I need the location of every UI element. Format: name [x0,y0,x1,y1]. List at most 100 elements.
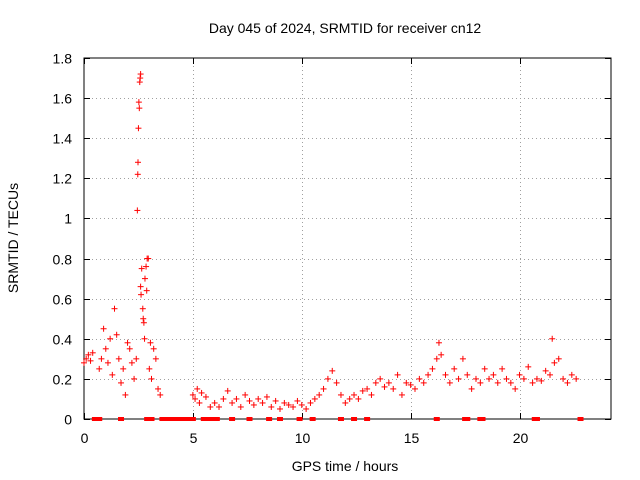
data-point [276,405,283,412]
zero-point [276,417,283,421]
data-point [320,385,327,392]
data-point [150,345,157,352]
data-point [107,335,114,342]
data-point [233,395,240,402]
data-point [122,391,129,398]
zero-point [172,417,179,421]
data-point [141,335,148,342]
zero-point [351,417,358,421]
y-tick-label: 0.4 [53,332,73,348]
data-point [128,359,135,366]
zero-point [148,417,155,421]
data-point [192,395,199,402]
data-point [250,401,257,408]
data-point [139,305,146,312]
zero-point [163,417,170,421]
data-point [141,275,148,282]
data-point [89,349,96,356]
zero-point [209,417,216,421]
data-point [324,375,331,382]
data-point [568,371,575,378]
data-point [342,399,349,406]
data-point [100,325,107,332]
data-point [87,357,94,364]
x-tick-label: 10 [295,430,311,446]
data-point [220,395,227,402]
data-point [146,365,153,372]
zero-point [309,417,316,421]
data-point [285,401,292,408]
zero-point [176,417,183,421]
data-point [538,377,545,384]
grid-layer [84,58,611,419]
data-point [459,355,466,362]
y-tick-label: 0.2 [53,372,73,388]
x-tick-label: 0 [81,430,89,446]
zero-point [159,417,166,421]
data-point [290,403,297,410]
data-point [137,283,144,290]
data-point [490,371,497,378]
data-point [303,405,310,412]
zero-point [144,417,151,421]
data-point [109,371,116,378]
x-tick-label: 15 [404,430,420,446]
data-point [477,379,484,386]
data-point [407,381,414,388]
data-point [442,371,449,378]
zero-point [96,417,103,421]
data-point [136,105,143,112]
zero-point [364,417,371,421]
data-point [346,395,353,402]
data-point [138,291,145,298]
data-point [472,375,479,382]
data-point [237,403,244,410]
zero-point [200,417,207,421]
data-point [202,393,209,400]
data-point [307,399,314,406]
data-point [155,385,162,392]
data-point [390,385,397,392]
zero-point [189,417,196,421]
data-point [81,359,87,366]
data-point [224,387,231,394]
data-point [83,355,90,362]
data-point [329,367,336,374]
data-point [272,397,279,404]
data-point [131,375,138,382]
data-point [416,375,423,382]
data-point [412,385,419,392]
data-point [351,391,358,398]
data-point [216,403,223,410]
data-point [134,171,141,178]
data-point [368,391,375,398]
data-point [516,371,523,378]
tick-layer [84,58,611,420]
data-point [555,355,562,362]
zero-point [185,417,192,421]
data-point [420,379,427,386]
data-point [507,379,514,386]
data-point [377,375,384,382]
data-point [398,391,405,398]
zero-point [213,417,220,421]
data-point [520,375,527,382]
data-point [207,403,214,410]
data-point [549,335,556,342]
data-point [381,383,388,390]
zero-point [577,417,584,421]
data-point [246,397,253,404]
data-point [143,287,150,294]
data-point [189,391,196,398]
data-point [512,385,519,392]
data-point [259,399,266,406]
data-point [525,363,532,370]
chart-title: Day 045 of 2024, SRMTID for receiver cn1… [209,20,482,36]
data-point [134,207,141,214]
data-point [359,387,366,394]
data-point [542,367,549,374]
data-point [145,255,152,262]
data-point [394,371,401,378]
data-point [211,399,218,406]
zero-point [296,417,303,421]
